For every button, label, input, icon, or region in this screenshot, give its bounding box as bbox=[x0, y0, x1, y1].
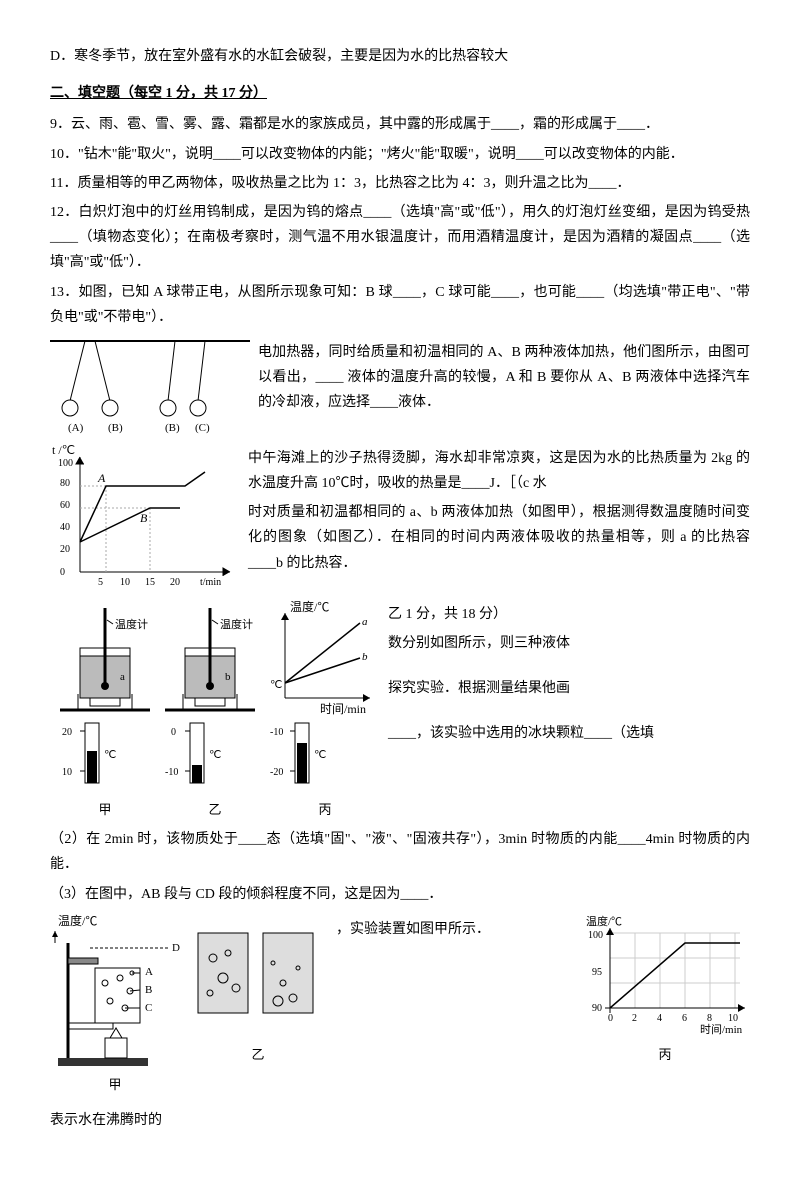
svg-text:B: B bbox=[145, 984, 152, 996]
svg-text:℃: ℃ bbox=[270, 679, 282, 691]
q9: 9．云、雨、雹、雪、雾、露、霜都是水的家族成员，其中露的形成属于____，霜的形… bbox=[50, 112, 750, 137]
svg-text:20: 20 bbox=[62, 727, 72, 738]
q12: 12．白炽灯泡中的灯丝用钨制成，是因为钨的熔点____（选填"高"或"低"），用… bbox=[50, 200, 750, 276]
q-sub3: （3）在图中，AB 段与 CD 段的倾斜程度不同，这是因为____． bbox=[50, 882, 750, 907]
svg-text:时间/min: 时间/min bbox=[700, 1023, 743, 1036]
q-sub2: （2）在 2min 时，该物质处于____态（选填"固"、"液"、"固液共存"）… bbox=[50, 827, 750, 877]
q10: 10．"钻木"能"取火"，说明____可以改变物体的内能；"烤火"能"取暖"，说… bbox=[50, 142, 750, 167]
q15-q16-text: 中午海滩上的沙子热得烫脚，海水却非常凉爽，这是因为水的比热质量为 2kg 的水温… bbox=[248, 442, 750, 580]
svg-text:100: 100 bbox=[588, 930, 603, 941]
svg-text:-10: -10 bbox=[165, 767, 178, 778]
cap-jia2: 甲 bbox=[50, 1073, 180, 1096]
svg-text:D: D bbox=[172, 942, 180, 954]
q17-frag: 数分别如图所示，则三种液体 bbox=[388, 631, 750, 656]
caption-yi: 乙 bbox=[208, 798, 221, 821]
fig-calorimeter-row: 温度计 a 温度计 b 温度/℃ bbox=[50, 598, 750, 821]
section-2-title: 二、填空题（每空 1 分，共 17 分） bbox=[50, 81, 750, 106]
q13: 13．如图，已知 A 球带正电，从图所示现象可知：B 球____，C 球可能__… bbox=[50, 280, 750, 330]
q14-text: 电加热器，同时给质量和初温相同的 A、B 两种液体加热，他们图所示，由图可以看出… bbox=[258, 340, 750, 416]
svg-text:10: 10 bbox=[62, 767, 72, 778]
svg-text:90: 90 bbox=[592, 1003, 602, 1014]
svg-text:温度/℃: 温度/℃ bbox=[586, 914, 622, 928]
svg-text:℃: ℃ bbox=[209, 749, 221, 761]
q16-text: 时对质量和初温都相同的 a、b 两液体加热（如图甲），根据测得数温度随时间变化的… bbox=[248, 500, 750, 576]
svg-text:8: 8 bbox=[707, 1013, 712, 1024]
svg-text:温度计: 温度计 bbox=[115, 617, 148, 631]
svg-text:5: 5 bbox=[98, 577, 103, 588]
svg-text:(C): (C) bbox=[195, 422, 210, 434]
boil-text2: 表示水在沸腾时的 bbox=[50, 1104, 750, 1137]
option-d: D．寒冬季节，放在室外盛有水的水缸会破裂，主要是因为水的比热容较大 bbox=[50, 44, 750, 69]
svg-text:80: 80 bbox=[60, 478, 70, 489]
q15-text: 中午海滩上的沙子热得烫脚，海水却非常凉爽，这是因为水的比热质量为 2kg 的水温… bbox=[248, 446, 750, 496]
calorimeter-figs: 温度计 a 温度计 b 温度/℃ bbox=[50, 598, 380, 821]
beakers: 乙 bbox=[188, 913, 328, 1066]
svg-text:15: 15 bbox=[145, 577, 155, 588]
svg-text:温度计: 温度计 bbox=[220, 617, 253, 631]
svg-text:-10: -10 bbox=[270, 727, 283, 738]
cap-bing2: 丙 bbox=[580, 1043, 750, 1066]
svg-text:b: b bbox=[225, 671, 231, 683]
q-boil2: 表示水在沸腾时的 bbox=[50, 1108, 750, 1133]
svg-text:a: a bbox=[362, 616, 368, 628]
svg-text:℃: ℃ bbox=[314, 749, 326, 761]
svg-text:10: 10 bbox=[120, 577, 130, 588]
svg-text:a: a bbox=[120, 671, 125, 683]
boil-text: ，实验装置如图甲所示． bbox=[336, 913, 572, 946]
svg-text:时间/min: 时间/min bbox=[320, 702, 366, 716]
svg-text:(A): (A) bbox=[68, 422, 84, 434]
svg-text:60: 60 bbox=[60, 500, 70, 511]
temp-time-chart: t /℃ 0 20 40 60 80 100 5 10 15 20 t/min A bbox=[50, 442, 240, 592]
svg-text:(B): (B) bbox=[108, 422, 123, 434]
y-axis-label: t /℃ bbox=[52, 443, 75, 457]
svg-text:20: 20 bbox=[60, 544, 70, 555]
svg-text:t/min: t/min bbox=[200, 577, 221, 588]
svg-text:A: A bbox=[97, 471, 106, 485]
svg-text:95: 95 bbox=[592, 967, 602, 978]
q18-frag: 探究实验．根据测量结果他画 bbox=[388, 676, 750, 701]
sec3-frag: 乙 1 分，共 18 分） bbox=[388, 602, 750, 627]
svg-text:0: 0 bbox=[608, 1013, 613, 1024]
svg-text:6: 6 bbox=[682, 1013, 687, 1024]
q11: 11．质量相等的甲乙两物体，吸收热量之比为 1：3，比热容之比为 4：3，则升温… bbox=[50, 171, 750, 196]
svg-text:(B): (B) bbox=[165, 422, 180, 434]
svg-text:40: 40 bbox=[60, 522, 70, 533]
caption-bing: 丙 bbox=[318, 798, 331, 821]
svg-text:A: A bbox=[145, 966, 153, 978]
q-boil: ，实验装置如图甲所示． bbox=[336, 917, 572, 942]
section3-frag-col: 乙 1 分，共 18 分） 数分别如图所示，则三种液体 探究实验．根据测量结果他… bbox=[388, 598, 750, 751]
svg-text:2: 2 bbox=[632, 1013, 637, 1024]
svg-text:4: 4 bbox=[657, 1013, 662, 1024]
svg-text:温度/℃: 温度/℃ bbox=[290, 599, 329, 614]
svg-text:温度/℃: 温度/℃ bbox=[58, 913, 97, 928]
fig-balls: (A) (B) (B) (C) bbox=[50, 336, 250, 436]
svg-text:10: 10 bbox=[728, 1013, 738, 1024]
svg-text:-20: -20 bbox=[270, 767, 283, 778]
svg-text:0: 0 bbox=[60, 567, 65, 578]
svg-text:C: C bbox=[145, 1002, 152, 1014]
svg-text:B: B bbox=[140, 511, 148, 525]
caption-jia: 甲 bbox=[98, 798, 111, 821]
svg-text:b: b bbox=[362, 651, 368, 663]
svg-text:20: 20 bbox=[170, 577, 180, 588]
fig-boil-row: 温度/℃ ABC D 甲 bbox=[50, 913, 750, 1138]
svg-text:℃: ℃ bbox=[104, 749, 116, 761]
q-blank-frag: ____，该实验中选用的冰块颗粒____（选填 bbox=[388, 721, 750, 746]
fig-q13-row: (A) (B) (B) (C) 电加热器，同时给质量和初温相同的 A、B 两种液… bbox=[50, 336, 750, 436]
boil-chart: 温度/℃ 100 95 90 0 2 4 6 8 10 时间/min 丙 bbox=[580, 913, 750, 1066]
boil-apparatus: 温度/℃ ABC D 甲 bbox=[50, 913, 180, 1096]
fig-chart1-row: t /℃ 0 20 40 60 80 100 5 10 15 20 t/min A bbox=[50, 442, 750, 592]
cap-yi2: 乙 bbox=[188, 1043, 328, 1066]
svg-text:100: 100 bbox=[58, 458, 73, 469]
svg-text:0: 0 bbox=[171, 727, 176, 738]
